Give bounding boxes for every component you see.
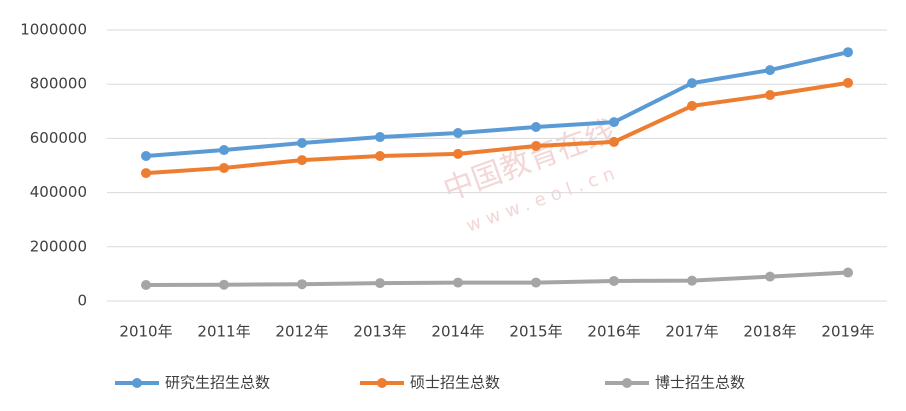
point xyxy=(375,151,385,162)
point xyxy=(687,78,697,89)
y-tick-label: 0 xyxy=(77,292,87,310)
point xyxy=(297,155,307,166)
point xyxy=(141,168,151,179)
legend-label: 硕士招生总数 xyxy=(410,374,500,392)
x-tick-label: 2019年 xyxy=(821,323,874,341)
point xyxy=(375,132,385,143)
series-line xyxy=(145,270,849,288)
point xyxy=(531,122,541,133)
legend-marker xyxy=(377,378,387,388)
point xyxy=(843,267,853,278)
y-tick-label: 1000000 xyxy=(20,21,87,39)
point xyxy=(453,148,463,159)
point xyxy=(765,271,775,282)
point xyxy=(297,138,307,149)
point xyxy=(141,280,151,291)
point xyxy=(219,279,229,290)
series-line xyxy=(145,80,849,176)
x-tick-label: 2018年 xyxy=(743,323,796,341)
y-tick-label: 200000 xyxy=(30,237,87,255)
point xyxy=(609,136,619,147)
point xyxy=(687,275,697,286)
point xyxy=(453,127,463,138)
x-tick-label: 2010年 xyxy=(119,323,172,341)
series-line xyxy=(145,50,849,159)
point xyxy=(141,151,151,162)
y-tick-label: 600000 xyxy=(30,129,87,147)
x-tick-label: 2015年 xyxy=(509,323,562,341)
x-tick-label: 2012年 xyxy=(275,323,328,341)
x-tick-label: 2016年 xyxy=(587,323,640,341)
point xyxy=(297,279,307,290)
point xyxy=(531,277,541,288)
point xyxy=(843,47,853,58)
point xyxy=(219,162,229,173)
point xyxy=(609,275,619,286)
point xyxy=(609,117,619,128)
legend-label: 研究生招生总数 xyxy=(165,374,270,392)
y-tick-label: 800000 xyxy=(30,75,87,93)
x-tick-label: 2017年 xyxy=(665,323,718,341)
legend-marker xyxy=(132,378,142,388)
x-tick-label: 2011年 xyxy=(197,323,250,341)
point xyxy=(531,140,541,151)
point xyxy=(375,278,385,289)
point xyxy=(843,77,853,88)
point xyxy=(765,90,775,101)
point xyxy=(765,65,775,76)
x-tick-label: 2013年 xyxy=(353,323,406,341)
legend-label: 博士招生总数 xyxy=(655,374,745,392)
point xyxy=(453,277,463,288)
point xyxy=(219,145,229,156)
legend-marker xyxy=(622,378,632,388)
y-tick-label: 400000 xyxy=(30,183,87,201)
x-tick-label: 2014年 xyxy=(431,323,484,341)
point xyxy=(687,100,697,111)
